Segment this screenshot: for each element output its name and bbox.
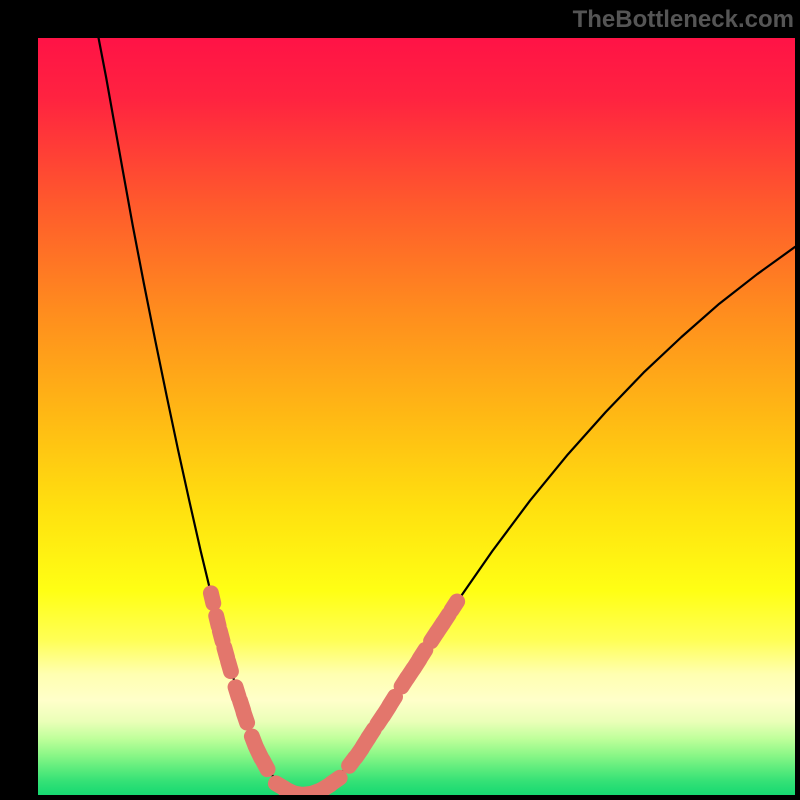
gradient-background [38, 38, 795, 795]
watermark-text: TheBottleneck.com [573, 6, 794, 34]
chart-svg [38, 38, 795, 795]
plot-area [38, 38, 795, 795]
